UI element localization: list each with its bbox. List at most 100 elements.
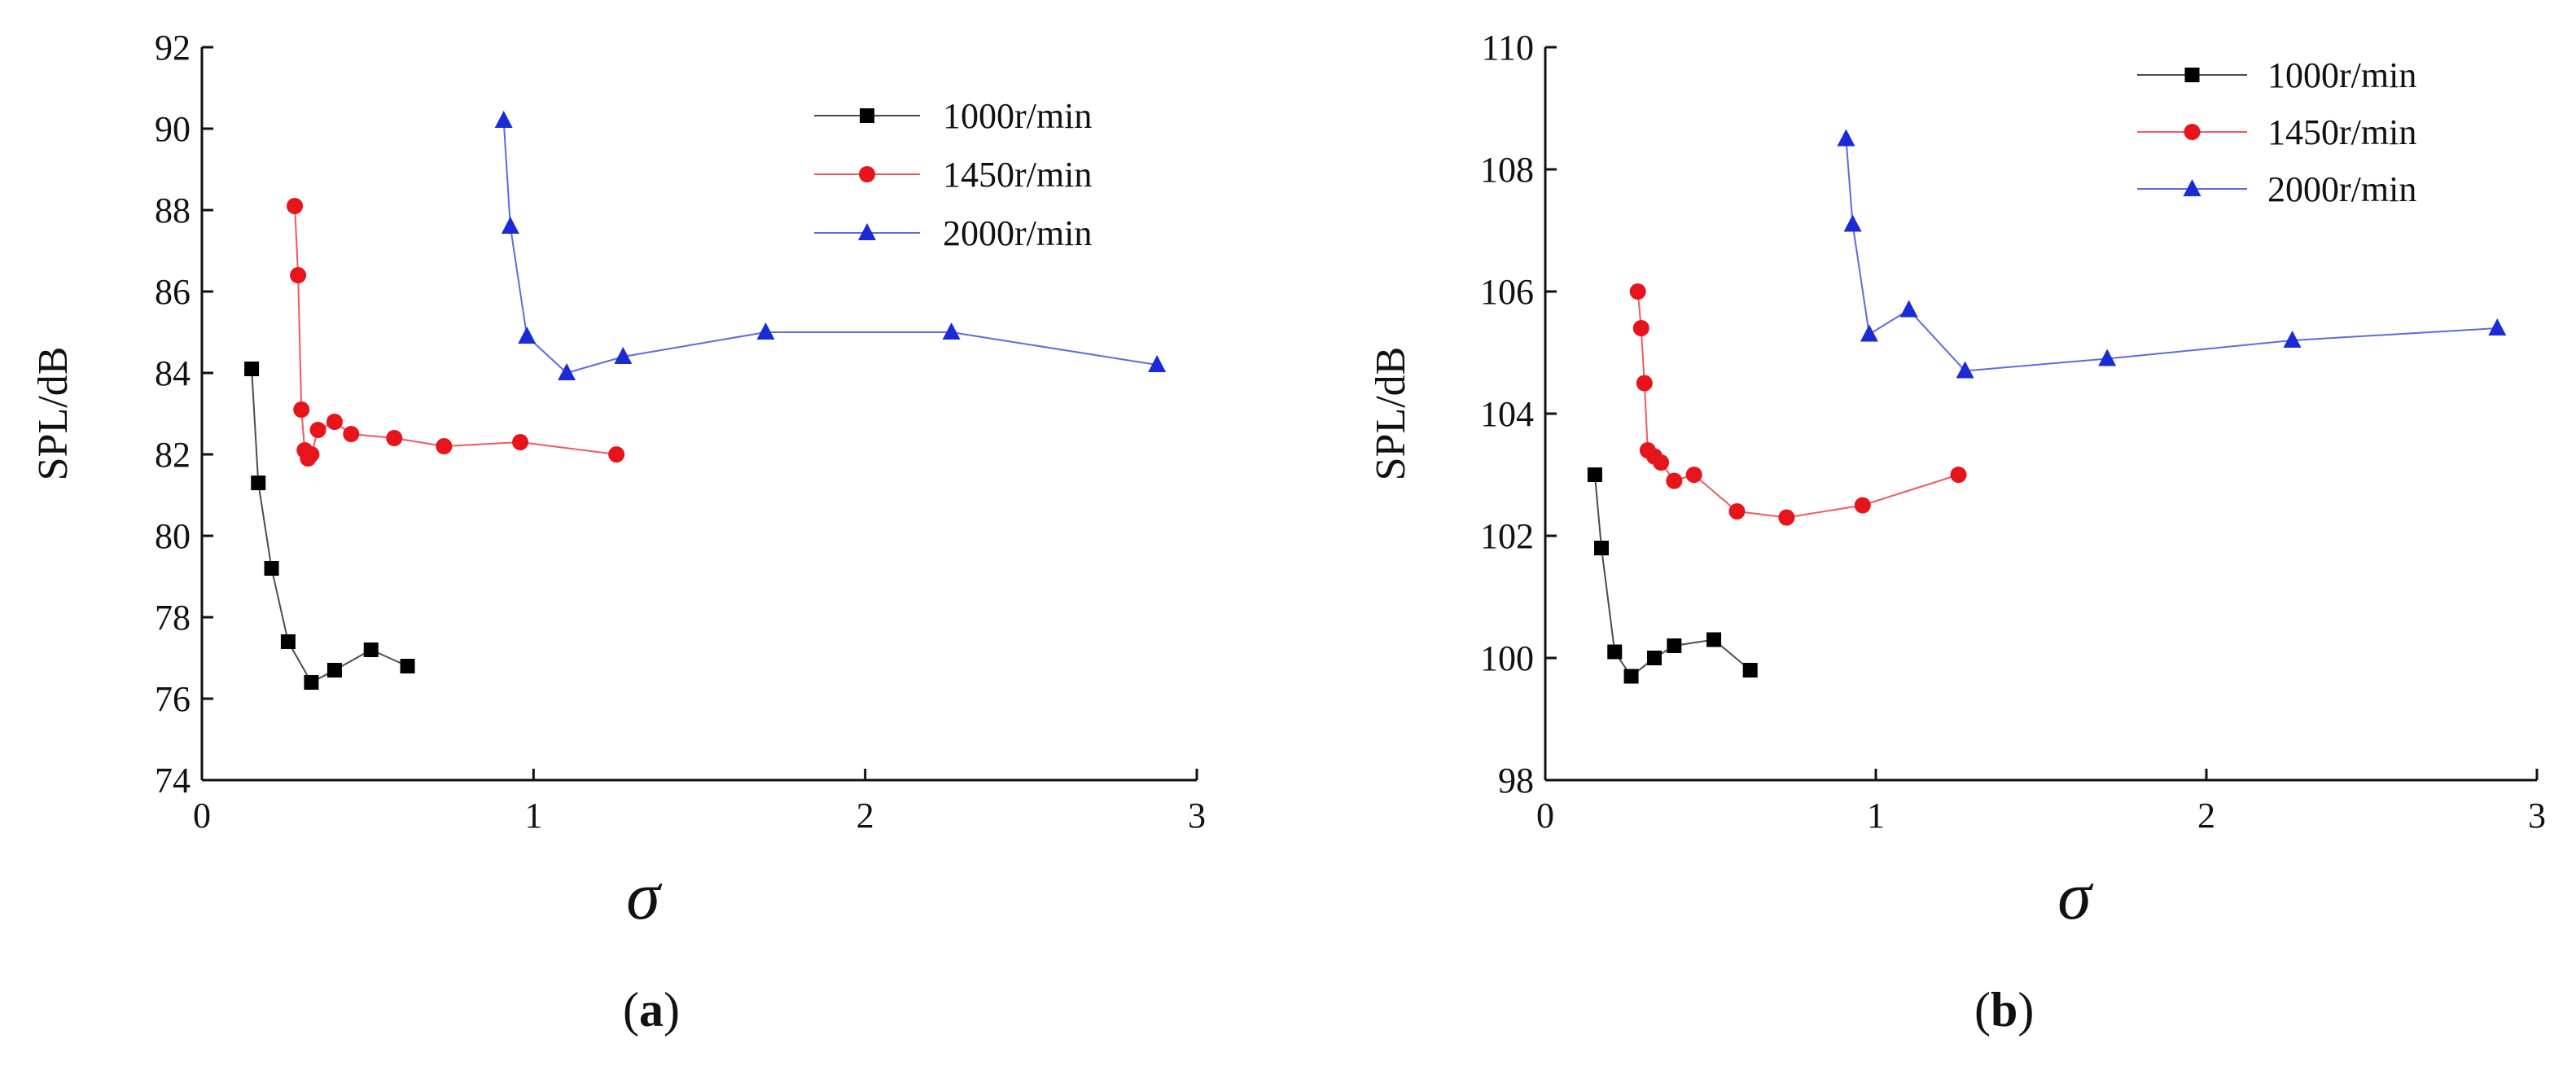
panel-label: (a) bbox=[623, 983, 680, 1037]
data-point bbox=[614, 347, 633, 364]
data-point bbox=[1666, 472, 1683, 489]
chart-panel-b: 98 100 102 104 106 108 110 0 1 2 3 SPL/dB σ (b) 1000r/… bbox=[1368, 28, 2546, 1037]
data-point bbox=[2098, 349, 2117, 366]
panel-label: (b) bbox=[1974, 983, 2034, 1037]
y-tick-label: 106 bbox=[1480, 272, 1534, 312]
data-point bbox=[1860, 324, 1878, 342]
y-tick-label: 108 bbox=[1480, 150, 1534, 190]
data-point bbox=[363, 642, 379, 657]
x-axis-label: σ bbox=[626, 858, 663, 934]
data-point bbox=[1632, 320, 1649, 336]
y-tick-label: 76 bbox=[155, 679, 191, 719]
series-1450r/min bbox=[1629, 283, 1967, 526]
y-tick-label: 100 bbox=[1480, 638, 1534, 678]
series-2000r/min bbox=[494, 111, 1167, 380]
legend-entry: 2000r/min bbox=[814, 213, 1092, 253]
data-point bbox=[1587, 467, 1602, 482]
x-tick-label: 3 bbox=[1188, 796, 1206, 835]
legend-marker bbox=[858, 223, 876, 240]
series-line bbox=[1845, 138, 2498, 372]
y-tick-label: 82 bbox=[155, 435, 191, 475]
legend-marker bbox=[2183, 179, 2201, 196]
data-point bbox=[400, 659, 415, 673]
data-point bbox=[1653, 454, 1670, 471]
x-tick-label: 0 bbox=[193, 796, 211, 835]
legend-label: 1450r/min bbox=[2267, 112, 2416, 152]
data-point bbox=[436, 438, 453, 454]
x-tick-label: 3 bbox=[2528, 796, 2546, 835]
data-point bbox=[1636, 375, 1653, 392]
data-point bbox=[343, 426, 360, 442]
data-point bbox=[1950, 467, 1967, 483]
x-tick-label: 2 bbox=[856, 796, 874, 835]
x-tick-label: 2 bbox=[2197, 796, 2215, 835]
data-point bbox=[386, 430, 403, 446]
data-point bbox=[1594, 541, 1610, 555]
y-tick-label: 98 bbox=[1498, 761, 1534, 800]
data-point bbox=[1956, 361, 1974, 379]
legend-label: 2000r/min bbox=[943, 213, 1092, 253]
data-point bbox=[293, 401, 310, 418]
legend-marker bbox=[2184, 124, 2201, 140]
data-point bbox=[326, 663, 342, 678]
data-point bbox=[1685, 467, 1702, 483]
y-axis-label: SPL/dB bbox=[30, 347, 77, 481]
data-point bbox=[608, 446, 625, 463]
data-point bbox=[1667, 638, 1682, 653]
data-point bbox=[287, 198, 304, 214]
data-point bbox=[1742, 663, 1758, 678]
y-axis-label: SPL/dB bbox=[1368, 347, 1414, 481]
y-tick-label: 92 bbox=[155, 28, 191, 68]
data-point bbox=[2283, 331, 2302, 348]
data-point bbox=[2488, 318, 2507, 335]
legend-marker bbox=[859, 166, 875, 182]
series-2000r/min bbox=[1837, 129, 2507, 379]
data-point bbox=[512, 434, 529, 450]
data-point bbox=[1854, 497, 1871, 514]
data-point bbox=[303, 446, 320, 463]
data-point bbox=[501, 217, 519, 234]
legend-marker bbox=[860, 108, 874, 123]
series-line bbox=[1636, 291, 1959, 519]
data-point bbox=[280, 634, 296, 649]
y-tick-label: 88 bbox=[155, 191, 191, 230]
data-point bbox=[290, 267, 307, 283]
series-1000r/min bbox=[244, 362, 415, 690]
legend-label: 1000r/min bbox=[2267, 55, 2416, 95]
data-point bbox=[326, 414, 343, 430]
x-axis-label: σ bbox=[2057, 858, 2094, 934]
y-tick-label: 84 bbox=[155, 353, 191, 393]
data-point bbox=[1607, 644, 1623, 660]
legend-label: 1450r/min bbox=[943, 155, 1092, 195]
data-point bbox=[304, 675, 319, 690]
x-tick-label: 0 bbox=[1536, 796, 1554, 835]
data-point bbox=[1778, 509, 1795, 526]
data-point bbox=[494, 111, 513, 128]
data-point bbox=[309, 422, 326, 438]
y-tick-label: 110 bbox=[1482, 28, 1534, 68]
legend-entry: 1450r/min bbox=[814, 155, 1092, 195]
data-point bbox=[1837, 129, 1855, 147]
legend-marker bbox=[2184, 68, 2200, 82]
data-point bbox=[1623, 669, 1639, 684]
y-tick-label: 74 bbox=[155, 761, 191, 800]
series-line bbox=[294, 205, 617, 460]
data-point bbox=[1899, 300, 1918, 318]
data-point bbox=[244, 362, 260, 376]
data-point bbox=[251, 476, 266, 490]
y-tick-label: 104 bbox=[1480, 394, 1534, 434]
data-point bbox=[756, 322, 775, 340]
legend-label: 2000r/min bbox=[2267, 169, 2416, 209]
data-point bbox=[1646, 651, 1662, 665]
x-tick-label: 1 bbox=[524, 796, 542, 835]
legend-entry: 1000r/min bbox=[2137, 55, 2416, 95]
y-tick-label: 102 bbox=[1480, 516, 1534, 556]
y-tick-label: 90 bbox=[155, 109, 191, 149]
series-1450r/min bbox=[287, 198, 625, 467]
data-point bbox=[942, 322, 961, 340]
legend-entry: 2000r/min bbox=[2137, 169, 2416, 209]
legend-entry: 1000r/min bbox=[814, 96, 1092, 136]
y-tick-label: 86 bbox=[155, 272, 191, 312]
series-1000r/min bbox=[1587, 467, 1758, 684]
